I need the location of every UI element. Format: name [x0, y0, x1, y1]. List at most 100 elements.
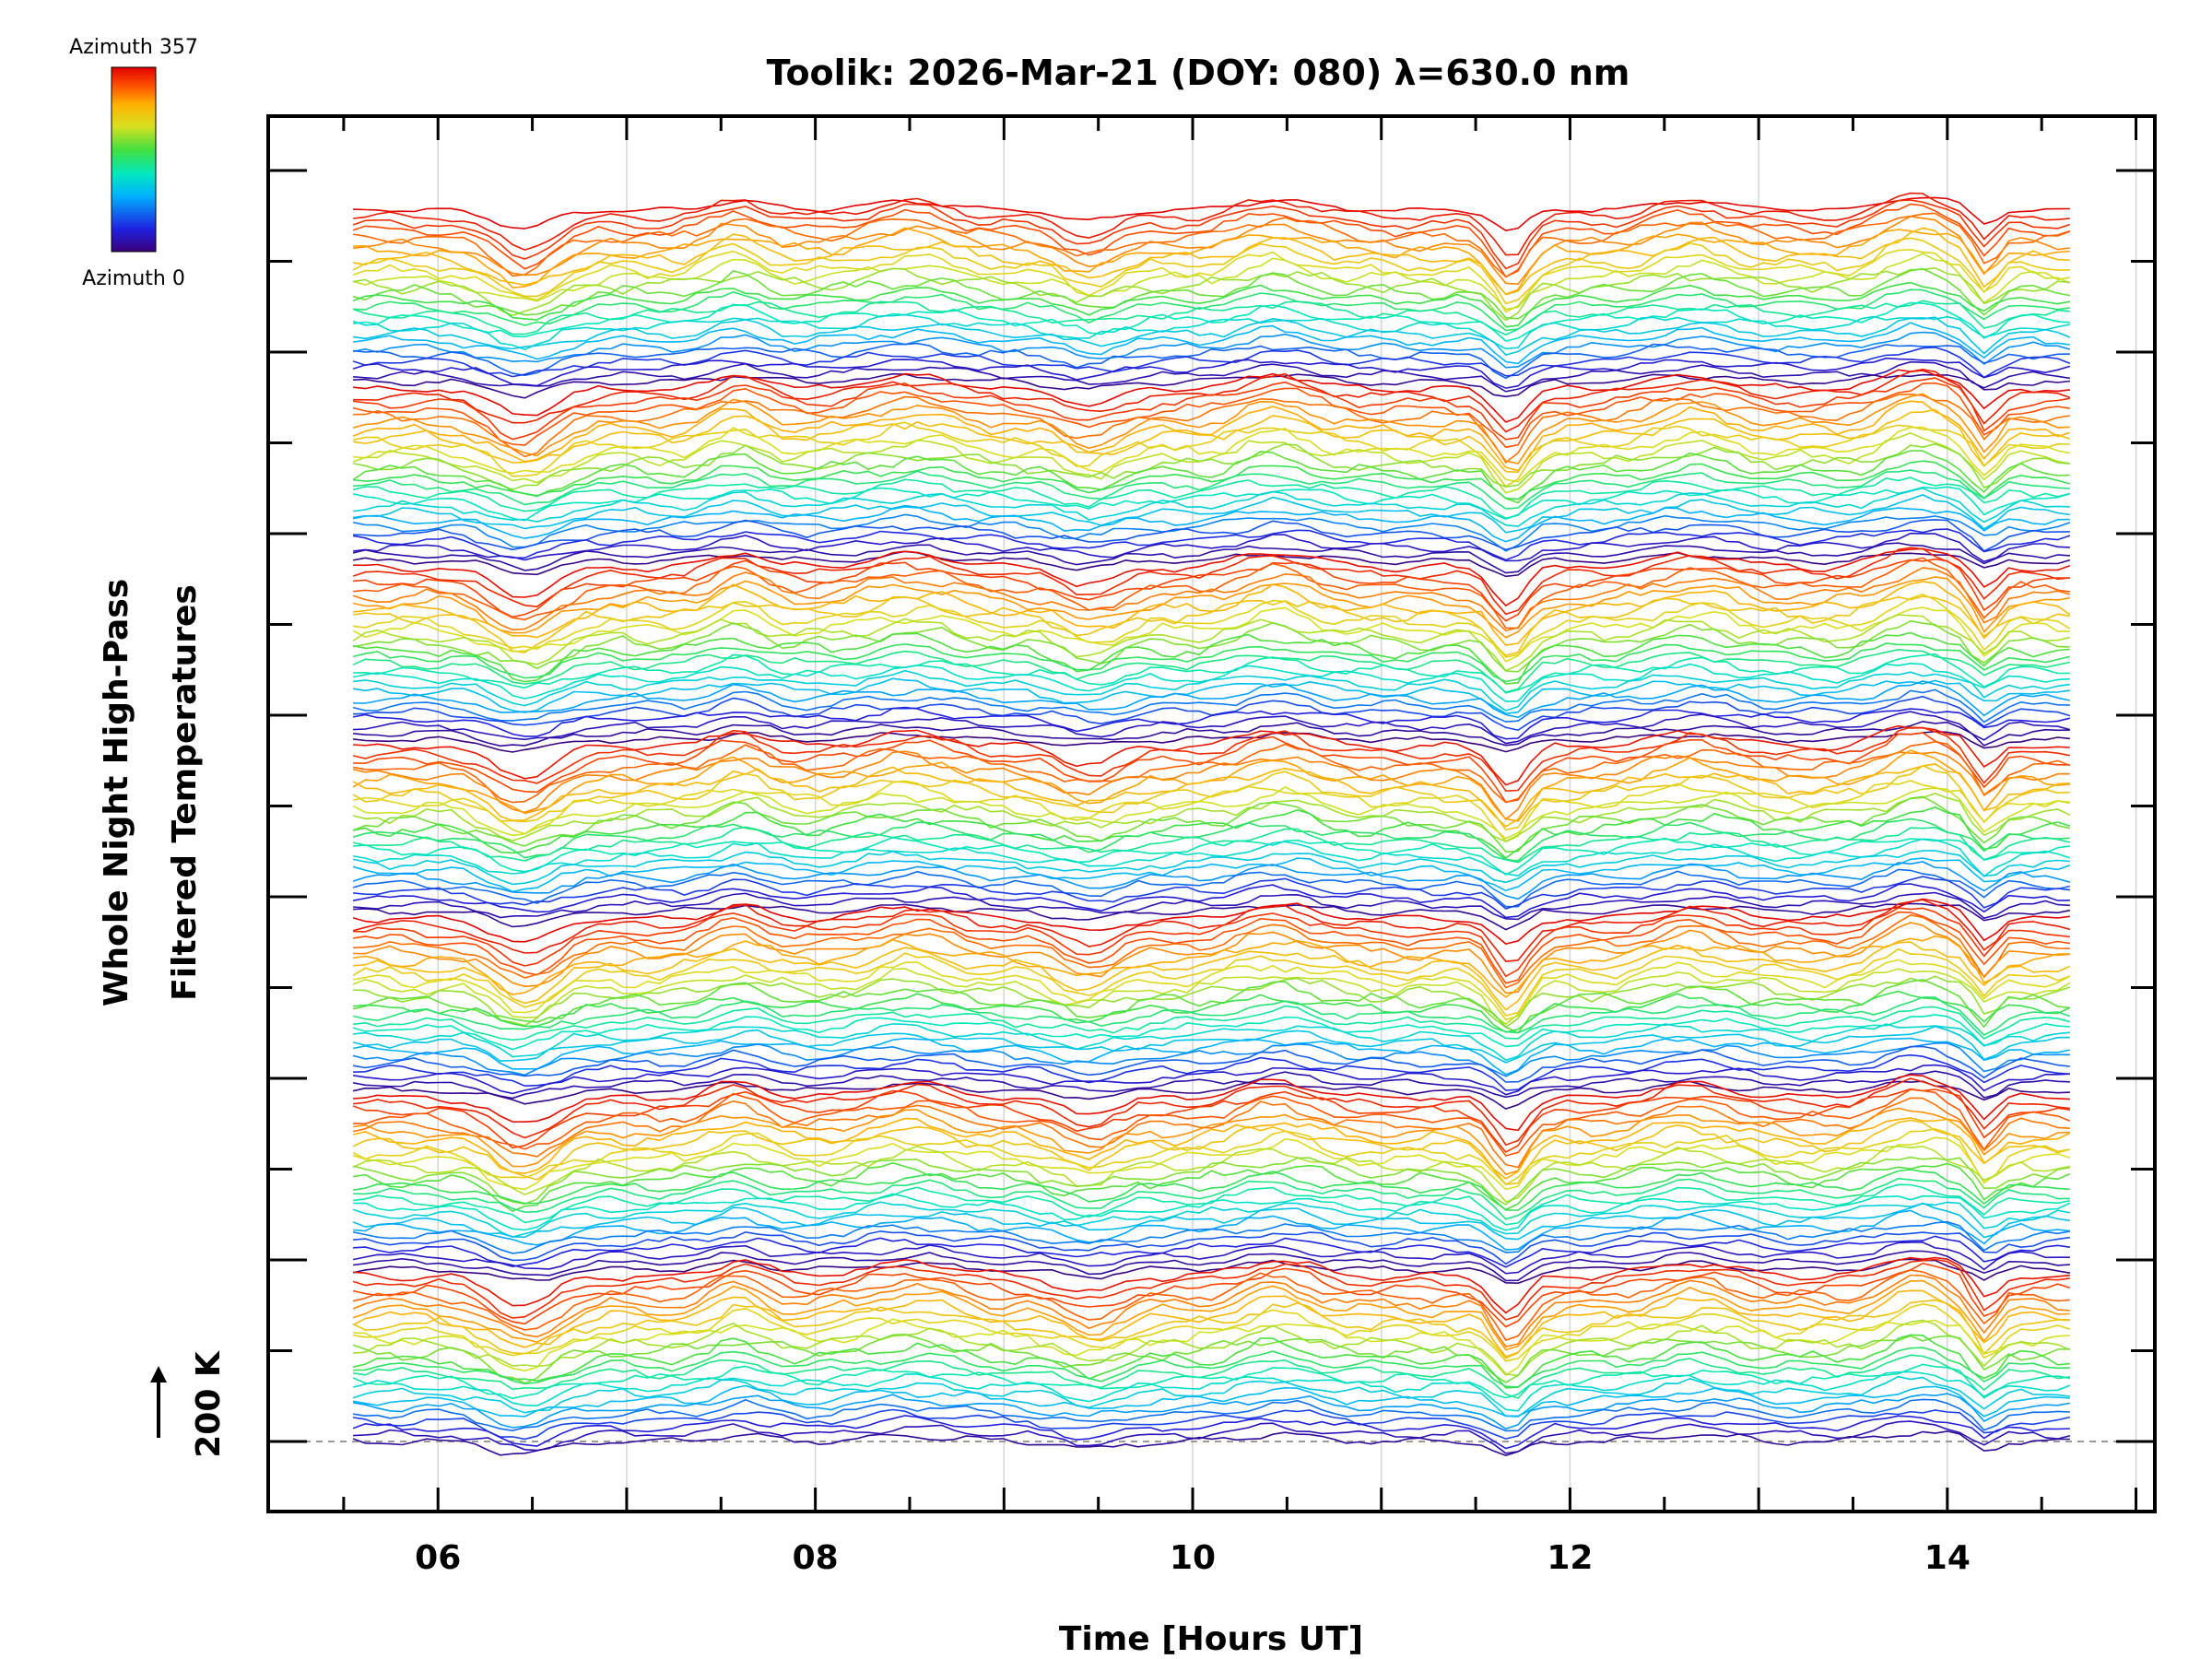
series-line [352, 593, 2071, 658]
x-axis-label: Time [Hours UT] [1059, 1620, 1363, 1658]
series-line [352, 614, 2071, 672]
series-line [352, 947, 2071, 1017]
series-line [352, 959, 2071, 1021]
series-line [353, 519, 2070, 552]
x-tick-label: 14 [1924, 1539, 1971, 1577]
series-line [352, 301, 2070, 342]
series-line [352, 486, 2071, 522]
series-line [352, 861, 2071, 900]
series-line [352, 595, 2071, 657]
series-line [352, 266, 2070, 322]
series-line [353, 460, 2071, 500]
series-line [352, 300, 2070, 335]
series-line [352, 688, 2070, 724]
series-line [353, 342, 2070, 380]
series-line [352, 253, 2071, 311]
temperature-traces [352, 192, 2071, 1456]
series-line [352, 1070, 2070, 1100]
series-line [353, 922, 2070, 994]
series-line [352, 237, 2070, 305]
series-line [353, 360, 2071, 393]
series-line [352, 528, 2071, 561]
series-line [352, 996, 2071, 1036]
series-line [352, 838, 2071, 877]
series-line [353, 720, 2070, 747]
series-line [353, 372, 2070, 399]
series-line [352, 780, 2070, 843]
series-line [352, 1041, 2070, 1077]
colorbar-top-label: Azimuth 357 [69, 36, 198, 59]
series-line [353, 914, 2070, 989]
series-line [352, 1127, 2071, 1186]
series-line [352, 227, 2070, 296]
series-line [352, 619, 2070, 673]
series-line [352, 1375, 2071, 1418]
series-line [352, 911, 2071, 984]
series-line [352, 504, 2070, 543]
y-axis-label-line2: Filtered Temperatures [166, 584, 204, 1001]
series-line [352, 357, 2071, 389]
series-line [352, 806, 2071, 860]
colorbar-bottom-label: Azimuth 0 [82, 267, 185, 290]
series-line [353, 1053, 2070, 1091]
series-line [352, 1183, 2071, 1226]
series-line [352, 347, 2071, 379]
series-line [352, 547, 2070, 616]
series-line [353, 1193, 2071, 1231]
series-line [353, 369, 2070, 423]
series-line [353, 1177, 2070, 1220]
series-line [353, 547, 2071, 607]
series-line [352, 331, 2071, 369]
series-line [352, 408, 2071, 474]
series-line [352, 818, 2070, 862]
series-line [352, 793, 2071, 842]
series-line [352, 606, 2070, 663]
series-line [353, 557, 2071, 629]
series-line [352, 857, 2071, 893]
series-line [352, 199, 2071, 270]
series-line [352, 1201, 2071, 1239]
series-line [352, 248, 2071, 313]
series-line [352, 1384, 2070, 1418]
series-line [352, 899, 2071, 962]
series-line [352, 978, 2070, 1034]
x-tick-label: 10 [1170, 1539, 1216, 1577]
series-line [352, 1408, 2071, 1441]
series-line [352, 487, 2070, 527]
series-line [353, 902, 2071, 931]
series-line [352, 316, 2071, 357]
series-line [352, 1025, 2070, 1064]
series-line [352, 1269, 2070, 1342]
series-line [352, 1169, 2070, 1211]
series-line [352, 740, 2071, 804]
series-line [352, 1064, 2070, 1096]
series-line [352, 868, 2071, 908]
series-line [352, 450, 2070, 504]
series-line [352, 431, 2071, 494]
series-line [352, 1241, 2070, 1275]
series-line [352, 1430, 2070, 1456]
series-line [352, 631, 2070, 685]
series-line [353, 711, 2071, 745]
series-line [352, 1289, 2070, 1358]
series-line [352, 1371, 2071, 1412]
series-line [352, 935, 2070, 998]
series-line [352, 1220, 2071, 1254]
series-line [352, 1258, 2071, 1285]
series-line [352, 1398, 2070, 1432]
series-line [353, 1318, 2070, 1377]
series-line [352, 750, 2070, 821]
series-line [353, 1319, 2071, 1377]
series-line [353, 581, 2071, 646]
series-line [352, 382, 2071, 449]
series-line [352, 1354, 2070, 1399]
series-line [352, 1156, 2071, 1206]
series-line [353, 876, 2070, 910]
series-line [352, 726, 2071, 793]
scale-label: 200 K [190, 1350, 228, 1458]
series-line [352, 1037, 2071, 1076]
axis-ticks [268, 116, 2155, 1512]
series-line [353, 1077, 2070, 1147]
series-line [352, 1258, 2071, 1321]
series-line [352, 1136, 2071, 1191]
